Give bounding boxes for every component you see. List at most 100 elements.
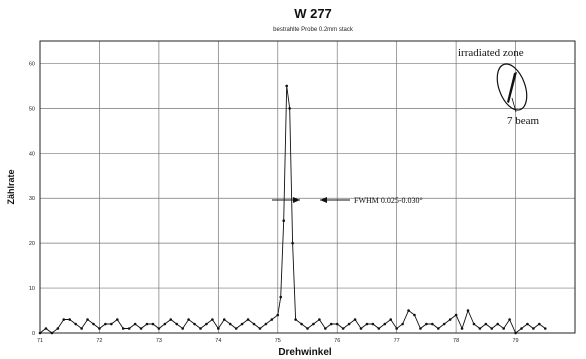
data-point [407, 309, 410, 312]
data-point [199, 327, 202, 330]
data-point [258, 327, 262, 330]
data-point [389, 318, 393, 321]
y-tick-label: 20 [29, 241, 35, 247]
data-point [50, 331, 54, 335]
data-point [442, 322, 446, 326]
data-point [246, 318, 250, 321]
data-point [205, 322, 208, 326]
data-point [413, 313, 416, 317]
fwhm-annotation: FWHM 0.025-0.030° [272, 196, 423, 205]
y-tick-label: 0 [32, 331, 35, 337]
data-point [56, 327, 60, 330]
data-point [110, 322, 113, 326]
data-point [324, 327, 327, 330]
data-point [282, 219, 286, 222]
y-axis-label: Zählrate [6, 169, 16, 204]
data-point [478, 327, 482, 330]
x-tick-label: 77 [394, 338, 400, 344]
data-point [115, 318, 119, 321]
x-tick-label: 75 [275, 338, 281, 344]
data-point [401, 322, 404, 326]
data-point [543, 327, 547, 330]
data-point [365, 322, 369, 326]
beam-label: 7 beam [507, 115, 540, 127]
x-tick-label: 71 [37, 338, 43, 344]
data-point [104, 322, 107, 326]
x-tick-label: 74 [215, 338, 221, 344]
data-point [288, 107, 291, 110]
y-tick-label: 10 [29, 286, 35, 292]
data-point [341, 327, 345, 330]
y-tick-label: 40 [29, 151, 35, 157]
data-point [276, 313, 280, 317]
beam-shape [507, 72, 517, 103]
data-point [217, 327, 220, 330]
x-tick-label: 78 [453, 338, 459, 344]
data-point [359, 327, 363, 330]
data-point [395, 327, 398, 330]
data-point [312, 322, 315, 326]
data-point [347, 322, 351, 326]
data-point [425, 322, 428, 326]
data-point [139, 327, 143, 330]
data-point [520, 327, 523, 330]
data-point [318, 318, 321, 321]
data-point [335, 322, 339, 326]
data-point [353, 318, 357, 321]
x-tick-label: 73 [156, 338, 162, 344]
data-point [291, 241, 294, 245]
data-point [211, 318, 214, 321]
data-point [169, 318, 173, 321]
data-point [436, 327, 440, 330]
data-point [38, 331, 42, 335]
x-tick-label: 72 [96, 338, 102, 344]
y-tick-label: 50 [29, 106, 35, 112]
data-point [127, 327, 131, 330]
data-point [187, 318, 190, 321]
data-point [279, 295, 283, 299]
fwhm-arrowhead-right [320, 197, 327, 203]
data-point [145, 322, 149, 326]
chart-title: W 277 [294, 6, 332, 21]
data-point [431, 322, 434, 326]
data-point [538, 322, 541, 326]
x-tick-label: 79 [512, 338, 518, 344]
data-point [234, 327, 238, 330]
data-point [508, 318, 511, 321]
chart-subtitle: bestrahlte Probe 0.2mm stack [273, 27, 354, 33]
data-point [448, 318, 452, 321]
series-line [39, 85, 546, 334]
data-point [86, 318, 89, 321]
data-point [264, 322, 268, 326]
data-point [92, 322, 95, 326]
fwhm-arrowhead-left [293, 197, 300, 203]
data-point [484, 322, 488, 326]
data-point [496, 322, 500, 326]
x-tick-labels: 71 72 73 74 75 76 77 78 79 [37, 338, 519, 344]
data-point [228, 322, 232, 326]
data-point [62, 318, 66, 321]
data-point [454, 313, 458, 317]
data-point [133, 322, 137, 326]
data-point [371, 322, 375, 326]
irradiated-zone-inset: irradiated zone 7 beam [458, 47, 540, 127]
data-point [490, 327, 494, 330]
data-point [121, 327, 125, 330]
data-point [163, 322, 167, 326]
data-point [181, 327, 184, 330]
data-point [80, 327, 83, 330]
data-point [472, 322, 476, 326]
data-point [270, 318, 274, 321]
data-point [240, 322, 244, 326]
data-point [466, 309, 470, 312]
data-point [98, 327, 101, 330]
data-point [285, 84, 288, 88]
data-point [151, 322, 155, 326]
beam-callout-line [511, 97, 517, 113]
data-point [44, 327, 48, 330]
zone-ellipse [496, 63, 528, 111]
data-point [419, 327, 422, 330]
data-point [502, 327, 505, 330]
data-point [252, 322, 256, 326]
